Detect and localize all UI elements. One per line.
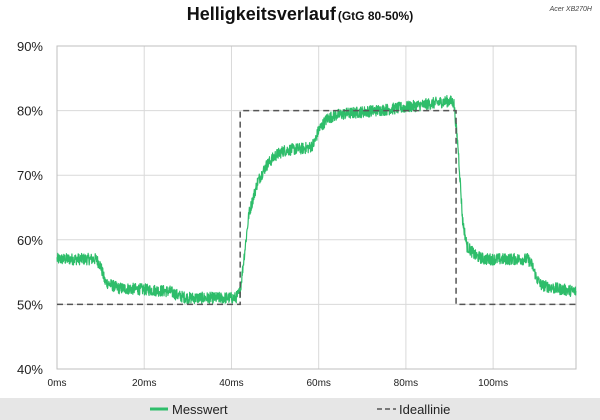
- y-tick-label: 90%: [17, 39, 43, 54]
- legend-label-ideallinie: Ideallinie: [399, 402, 450, 417]
- y-tick-label: 50%: [17, 297, 43, 312]
- x-tick-label: 20ms: [132, 378, 156, 389]
- y-tick-label: 80%: [17, 104, 43, 119]
- series-messwert-line: [56, 95, 577, 305]
- x-tick-label: 0ms: [48, 378, 67, 389]
- legend-band: [0, 398, 600, 420]
- x-tick-label: 80ms: [394, 378, 418, 389]
- x-tick-label: 40ms: [219, 378, 243, 389]
- series-ideallinie-line: [57, 109, 576, 306]
- plot-border: [56, 45, 577, 370]
- model-label: Acer XB270H: [549, 6, 592, 13]
- chart-subtitle: (GtG 80-50%): [337, 9, 414, 23]
- chart-title-block: Helligkeitsverlauf (GtG 80-50%): [0, 4, 600, 25]
- y-tick-label: 70%: [17, 168, 43, 183]
- y-tick-label: 60%: [17, 233, 43, 248]
- x-tick-label: 60ms: [306, 378, 330, 389]
- chart-title: Helligkeitsverlauf: [186, 4, 336, 24]
- y-tick-label: 40%: [17, 362, 43, 377]
- legend-label-messwert: Messwert: [172, 402, 228, 417]
- x-tick-label: 100ms: [478, 378, 508, 389]
